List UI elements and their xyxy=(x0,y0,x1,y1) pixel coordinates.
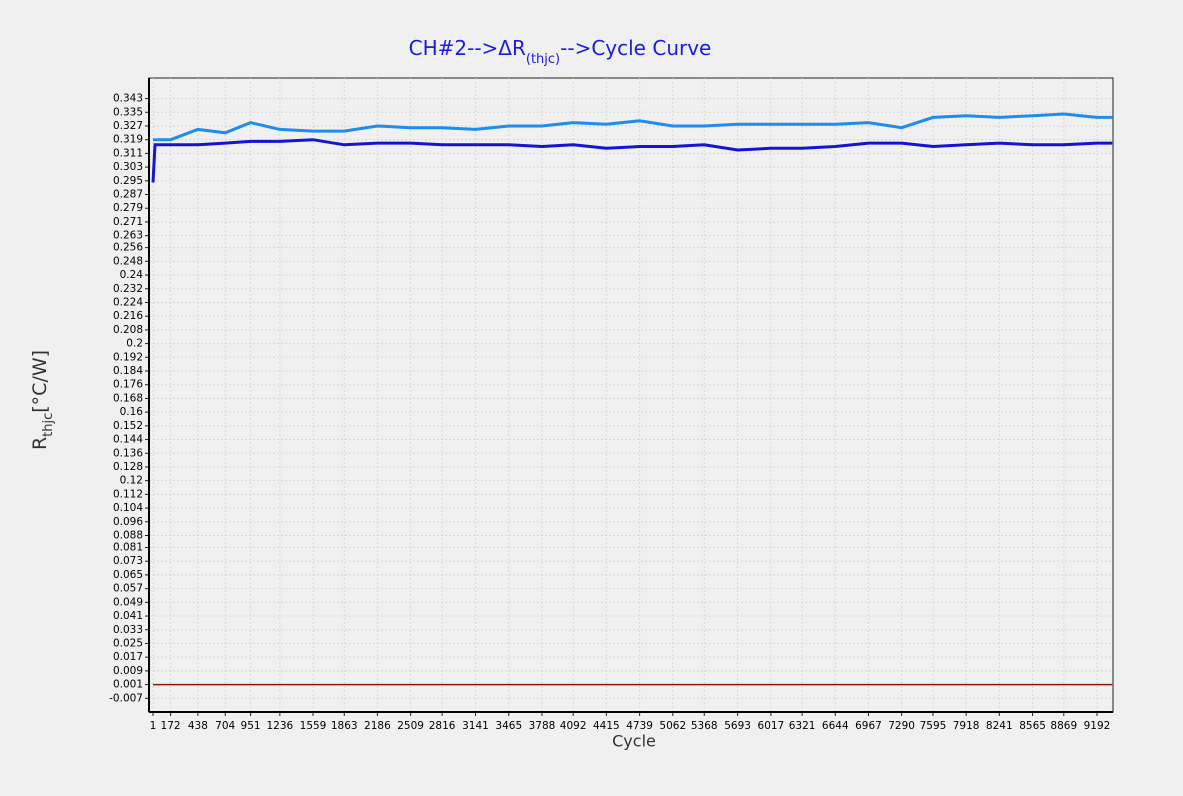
y-tick-label: 0.335 xyxy=(113,106,143,118)
x-tick-label: 7595 xyxy=(920,720,947,732)
x-tick-label: 8241 xyxy=(986,720,1013,732)
y-tick-label: 0.232 xyxy=(113,283,143,295)
x-tick-label: 2509 xyxy=(397,720,424,732)
x-tick-label: 172 xyxy=(161,720,181,732)
chart-title: CH#2-->ΔR(thjc)-->Cycle Curve xyxy=(409,36,712,67)
y-tick-label: 0.017 xyxy=(113,651,143,663)
y-tick-label: 0.271 xyxy=(113,216,143,228)
title-part: -->Cycle Curve xyxy=(560,36,711,60)
y-tick-label: 0.295 xyxy=(113,175,143,187)
x-tick-label: 704 xyxy=(215,720,235,732)
x-tick-label: 7918 xyxy=(953,720,980,732)
y-tick-label: 0.256 xyxy=(113,242,143,254)
y-tick-label: 0.303 xyxy=(113,161,143,173)
x-tick-label: 951 xyxy=(241,720,261,732)
x-tick-label: 2186 xyxy=(364,720,391,732)
y-tick-label: 0.001 xyxy=(113,679,143,691)
x-tick-label: 1559 xyxy=(300,720,327,732)
y-tick-label: 0.096 xyxy=(113,516,143,528)
y-tick-label: 0.16 xyxy=(120,406,144,418)
x-tick-label: 9192 xyxy=(1084,720,1111,732)
y-tick-label: 0.057 xyxy=(113,583,143,595)
y-tick-label: 0.319 xyxy=(113,134,143,146)
y-tick-label: 0.184 xyxy=(113,365,143,377)
x-tick-label: 4415 xyxy=(593,720,620,732)
y-tick-label: 0.263 xyxy=(113,230,143,242)
y-tick-label: 0.009 xyxy=(113,665,143,677)
y-label-part: [°C/W] xyxy=(29,350,51,413)
y-tick-label: 0.065 xyxy=(113,569,143,581)
x-tick-label: 1 xyxy=(150,720,157,732)
y-tick-label: 0.287 xyxy=(113,189,143,201)
x-tick-label: 5693 xyxy=(724,720,751,732)
x-tick-label: 5368 xyxy=(691,720,718,732)
x-tick-label: 3465 xyxy=(495,720,522,732)
plot-area xyxy=(148,77,1114,713)
y-label-part: R xyxy=(29,437,51,450)
y-tick-label: 0.144 xyxy=(113,434,143,446)
y-tick-label: 0.033 xyxy=(113,624,143,636)
y-tick-label: 0.081 xyxy=(113,542,143,554)
y-tick-label: 0.041 xyxy=(113,610,143,622)
y-tick-label: 0.12 xyxy=(120,475,143,487)
y-tick-label: -0.007 xyxy=(109,692,143,704)
y-tick-label: 0.216 xyxy=(113,310,143,322)
y-tick-label: 0.088 xyxy=(113,530,143,542)
y-tick-label: 0.128 xyxy=(113,461,143,473)
y-tick-label: 0.248 xyxy=(113,255,143,267)
title-subscript: (thjc) xyxy=(526,52,560,67)
y-axis-label: Rthjc[°C/W] xyxy=(29,350,56,450)
x-tick-label: 4739 xyxy=(626,720,653,732)
y-tick-label: 0.104 xyxy=(113,502,143,514)
x-tick-label: 2816 xyxy=(429,720,456,732)
y-tick-label: 0.208 xyxy=(113,324,143,336)
title-part: CH#2-->ΔR xyxy=(409,36,526,60)
y-tick-label: 0.279 xyxy=(113,202,143,214)
x-tick-label: 3141 xyxy=(462,720,489,732)
y-tick-label: 0.327 xyxy=(113,120,143,132)
x-tick-label: 1236 xyxy=(266,720,293,732)
y-tick-label: 0.343 xyxy=(113,93,143,105)
x-tick-label: 438 xyxy=(188,720,208,732)
y-tick-label: 0.112 xyxy=(113,488,143,500)
y-tick-label: 0.025 xyxy=(113,637,143,649)
y-tick-label: 0.24 xyxy=(120,269,144,281)
x-tick-label: 6321 xyxy=(789,720,816,732)
x-tick-label: 7290 xyxy=(888,720,915,732)
y-tick-label: 0.049 xyxy=(113,596,143,608)
y-tick-label: 0.168 xyxy=(113,392,143,404)
y-tick-label: 0.073 xyxy=(113,555,143,567)
y-tick-label: 0.192 xyxy=(113,351,143,363)
y-tick-label: 0.224 xyxy=(113,296,143,308)
y-tick-label: 0.2 xyxy=(126,338,143,350)
x-tick-label: 3788 xyxy=(529,720,556,732)
x-tick-label: 1863 xyxy=(331,720,358,732)
x-tick-label: 4092 xyxy=(560,720,587,732)
y-label-subscript: thjc xyxy=(41,413,56,437)
x-tick-label: 8565 xyxy=(1019,720,1046,732)
y-tick-label: 0.152 xyxy=(113,420,143,432)
series-line xyxy=(151,138,1113,183)
x-tick-label: 6644 xyxy=(822,720,849,732)
x-tick-label: 5062 xyxy=(659,720,686,732)
x-tick-label: 6017 xyxy=(758,720,785,732)
x-tick-label: 8869 xyxy=(1050,720,1077,732)
y-tick-label: 0.136 xyxy=(113,447,143,459)
x-tick-label: 6967 xyxy=(855,720,882,732)
series-line xyxy=(153,112,1113,142)
y-tick-label: 0.176 xyxy=(113,379,143,391)
y-tick-label: 0.311 xyxy=(113,147,143,159)
x-axis-label: Cycle xyxy=(612,732,656,751)
